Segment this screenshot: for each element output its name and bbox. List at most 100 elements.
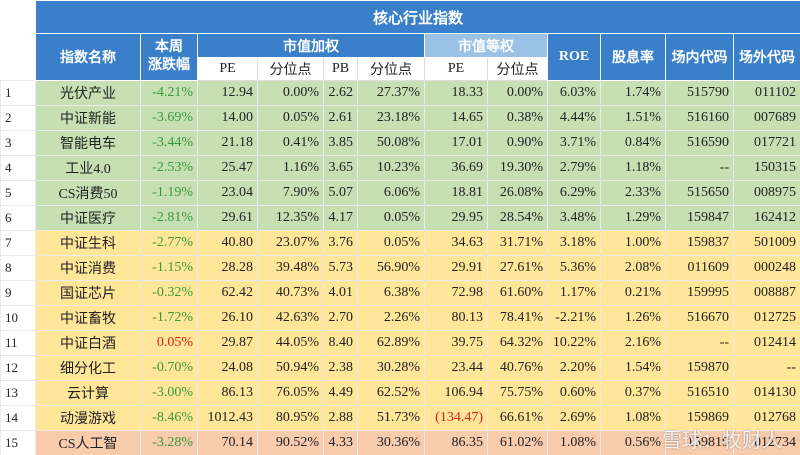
cell: 40.76% xyxy=(487,355,548,381)
data-row: 9 国证芯片 -0.32% 62.42 40.73% 4.01 6.38% 72.98 61.6… xyxy=(0,280,800,306)
cell: 2.62 xyxy=(323,80,358,106)
column-header: 股息率 xyxy=(600,33,666,81)
cell: 5.07 xyxy=(323,180,358,206)
cell: 0.00% xyxy=(257,80,324,106)
cell: 23.44 xyxy=(424,355,488,381)
row-number: 1 xyxy=(0,80,36,106)
cell: 中证白酒 xyxy=(35,330,141,356)
row-number: 5 xyxy=(0,180,36,206)
cell: -1.72% xyxy=(140,305,198,331)
cell: 51.73% xyxy=(357,405,425,431)
row-number: 15 xyxy=(0,430,36,455)
cell: 1.51% xyxy=(600,105,666,131)
row-number: 9 xyxy=(0,280,36,306)
cell: 0.90% xyxy=(487,130,548,156)
cell: 1.18% xyxy=(600,155,666,181)
cell: 62.89% xyxy=(357,330,425,356)
cell: 25.47 xyxy=(197,155,258,181)
row-number: 13 xyxy=(0,380,36,406)
row-number: 3 xyxy=(0,130,36,156)
cell: 516510 xyxy=(665,380,734,406)
cell: 86.13 xyxy=(197,380,258,406)
cell: 1.74% xyxy=(600,80,666,106)
cell: 29.95 xyxy=(424,205,488,231)
cell: 14.00 xyxy=(197,105,258,131)
subcolumn-header: 分位点 xyxy=(257,57,324,81)
cell: (134.47) xyxy=(424,405,488,431)
data-row: 15 CS人工智 -3.28% 70.14 90.52% 4.33 30.36% 86.35 6… xyxy=(0,430,800,455)
cell: 2.26% xyxy=(357,305,425,331)
cell: 6.06% xyxy=(357,180,425,206)
cell: 72.98 xyxy=(424,280,488,306)
row-number: 12 xyxy=(0,355,36,381)
cell: 30.28% xyxy=(357,355,425,381)
data-row: 11 中证白酒 0.05% 29.87 44.05% 8.40 62.89% 39.75 64.… xyxy=(0,330,800,356)
subcolumn-header: 分位点 xyxy=(487,57,548,81)
cell: 28.54% xyxy=(487,205,548,231)
cell: 0.05% xyxy=(257,105,324,131)
column-header: ROE xyxy=(547,33,601,81)
cell: 2.08% xyxy=(600,255,666,281)
cell: 中证新能 xyxy=(35,105,141,131)
cell: 011609 xyxy=(665,255,734,281)
cell: 1.00% xyxy=(600,230,666,256)
row-number: 11 xyxy=(0,330,36,356)
cell: -- xyxy=(665,330,734,356)
cell: 4.33 xyxy=(323,430,358,455)
cell: 17.01 xyxy=(424,130,488,156)
cell: 162412 xyxy=(732,205,800,231)
corner xyxy=(0,0,36,34)
cell: 18.33 xyxy=(424,80,488,106)
cell: 4.17 xyxy=(323,205,358,231)
cell: 24.08 xyxy=(197,355,258,381)
cell: 10.23% xyxy=(357,155,425,181)
column-header: 指数名称 xyxy=(35,33,141,81)
cell: -2.77% xyxy=(140,230,198,256)
cell: 5.73 xyxy=(323,255,358,281)
cell: 6.03% xyxy=(547,80,601,106)
cell: 50.08% xyxy=(357,130,425,156)
cell: 159995 xyxy=(665,280,734,306)
cell: 012414 xyxy=(732,330,800,356)
cell: 34.63 xyxy=(424,230,488,256)
cell: 光伏产业 xyxy=(35,80,141,106)
cell: 29.87 xyxy=(197,330,258,356)
cell: 智能电车 xyxy=(35,130,141,156)
cell: 0.05% xyxy=(140,330,198,356)
cell: -1.19% xyxy=(140,180,198,206)
cell: 516590 xyxy=(665,130,734,156)
subcolumn-header: PE xyxy=(197,57,258,81)
cell: 1.26% xyxy=(600,305,666,331)
cell: -3.69% xyxy=(140,105,198,131)
cell: 159870 xyxy=(665,355,734,381)
cell: 28.28 xyxy=(197,255,258,281)
cell: 2.69% xyxy=(547,405,601,431)
cell: 2.33% xyxy=(600,180,666,206)
cell: 42.63% xyxy=(257,305,324,331)
cell: 23.07% xyxy=(257,230,324,256)
group-header: 市值加权 xyxy=(197,33,425,58)
cell: 2.16% xyxy=(600,330,666,356)
cell: 50.94% xyxy=(257,355,324,381)
cell: 56.90% xyxy=(357,255,425,281)
cell: 106.94 xyxy=(424,380,488,406)
data-row: 6 中证医疗 -2.81% 29.61 12.35% 4.17 0.05% 29.95 28.5… xyxy=(0,205,800,231)
cell: 008975 xyxy=(732,180,800,206)
cell: 1.08% xyxy=(600,405,666,431)
cell: 29.91 xyxy=(424,255,488,281)
cell: 3.76 xyxy=(323,230,358,256)
cell: 云计算 xyxy=(35,380,141,406)
cell: 26.08% xyxy=(487,180,548,206)
cell: 501009 xyxy=(732,230,800,256)
column-header: 场外代码 xyxy=(732,33,800,81)
data-row: 8 中证消费 -1.15% 28.28 39.48% 5.73 56.90% 29.91 27.… xyxy=(0,255,800,281)
cell: -1.15% xyxy=(140,255,198,281)
cell: -3.44% xyxy=(140,130,198,156)
cell: -4.21% xyxy=(140,80,198,106)
cell: 12.94 xyxy=(197,80,258,106)
data-row: 5 CS消费50 -1.19% 23.04 7.90% 5.07 6.06% 18.81 26.… xyxy=(0,180,800,206)
cell: 29.61 xyxy=(197,205,258,231)
cell: 动漫游戏 xyxy=(35,405,141,431)
data-row: 3 智能电车 -3.44% 21.18 0.41% 3.85 50.08% 17.01 0.90… xyxy=(0,130,800,156)
